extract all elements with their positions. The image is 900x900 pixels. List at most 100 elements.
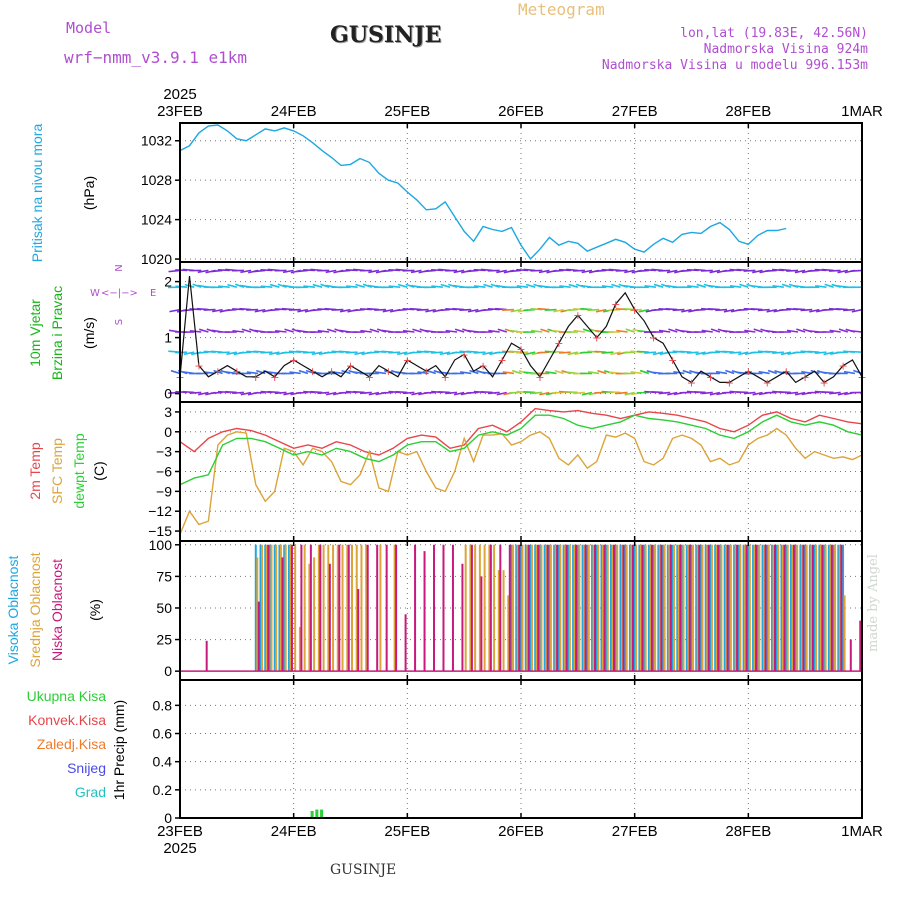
wind-arrow xyxy=(246,371,259,375)
wind-arrow xyxy=(610,351,621,356)
wind-arrow xyxy=(758,370,770,375)
wind-arrow xyxy=(652,351,664,356)
wind-arrow xyxy=(431,285,443,288)
elevation-text: Nadmorska Visina 924m xyxy=(703,42,868,57)
wind-arrow xyxy=(254,308,266,313)
wind-speed-marker: + xyxy=(460,348,469,361)
wind-arrow xyxy=(601,351,614,354)
meteogram-title: Meteogram xyxy=(518,0,605,19)
wind-arrow xyxy=(796,328,806,333)
wind-arrow xyxy=(240,391,252,396)
wind-arrow xyxy=(615,391,628,395)
temp-ylabel-2m: 2m Temp xyxy=(27,442,43,500)
precip-legend-4: Grad xyxy=(75,784,106,800)
model-elevation-text: Nadmorska Visina u modelu 996.153m xyxy=(601,58,868,73)
temperature-y-tick-label-1: −12 xyxy=(148,503,172,519)
wind-arrow xyxy=(473,285,486,288)
wind-arrow xyxy=(715,308,728,312)
compass-east: E xyxy=(150,288,156,299)
wind-speed-marker: + xyxy=(744,365,753,378)
series-layer: ++ + + + +++ + ++ +++ +++ +++++++ ++++ + ++++ + +++ xyxy=(168,124,867,818)
wind-arrow xyxy=(597,369,607,375)
wind-arrow xyxy=(722,350,735,353)
wind-arrow xyxy=(466,391,479,394)
wind-arrow xyxy=(488,329,500,333)
wind-arrow xyxy=(198,391,209,396)
wind-speed-marker: + xyxy=(308,365,317,378)
wind-arrow xyxy=(558,351,571,354)
compass-south: S xyxy=(114,319,125,325)
wind-arrow xyxy=(410,269,422,274)
wind-arrow xyxy=(235,283,245,288)
temperature-y-tick-label-0: −15 xyxy=(148,523,172,539)
wind-arrow xyxy=(217,351,230,354)
wind-arrow xyxy=(752,269,763,274)
x-top-label-6: 1MAR xyxy=(841,103,883,120)
cloud-ylabel-low: Niska Oblacnost xyxy=(49,559,65,661)
wind-arrow xyxy=(700,269,713,272)
temperature-line-dew xyxy=(179,414,863,486)
pressure-y-tick-label-3: 1032 xyxy=(141,133,172,149)
wind-arrow xyxy=(240,269,252,274)
wind-arrow xyxy=(345,285,358,288)
wind-arrow xyxy=(198,328,209,333)
wind-arrow xyxy=(232,391,244,395)
wind-arrow xyxy=(487,391,500,395)
wind-arrow xyxy=(559,285,571,288)
wind-arrow xyxy=(709,269,721,274)
wind-arrow xyxy=(624,269,635,274)
wind-arrow xyxy=(438,390,451,394)
wind-y-tick-label-0: 0 xyxy=(164,386,172,402)
cloud-y-tick-label-3: 75 xyxy=(156,568,172,584)
x-top-label-3: 26FEB xyxy=(498,103,544,120)
wind-arrow xyxy=(653,283,664,288)
wind-arrow xyxy=(341,369,351,375)
wind-arrow xyxy=(681,308,692,313)
wind-arrow xyxy=(821,308,834,312)
wind-arrow xyxy=(311,351,323,356)
wind-speed-marker: + xyxy=(554,337,563,350)
wind-arrow xyxy=(298,369,309,375)
wind-arrow xyxy=(282,269,294,274)
wind-arrow xyxy=(672,308,685,312)
wind-arrow xyxy=(752,391,763,396)
wind-arrow xyxy=(192,283,202,288)
model-name: wrf−nmm_v3.9.1 e1km xyxy=(64,48,248,67)
wind-arrow xyxy=(381,391,394,394)
wind-arrow xyxy=(213,369,223,375)
precip-legend-0: Ukupna Kisa xyxy=(27,688,107,704)
wind-arrow xyxy=(580,351,593,354)
pressure-y-tick-label-1: 1024 xyxy=(141,212,172,228)
wind-arrow xyxy=(227,283,238,288)
wind-arrow xyxy=(616,329,628,333)
wind-arrow xyxy=(693,391,706,394)
wind-arrow xyxy=(325,269,337,274)
model-label: Model xyxy=(66,19,112,37)
wind-arrow xyxy=(417,371,429,375)
cloud-y-tick-label-1: 25 xyxy=(156,632,172,648)
wind-arrow xyxy=(545,371,557,375)
wind-arrow xyxy=(368,391,380,396)
wind-arrow xyxy=(303,285,316,288)
wind-arrow xyxy=(445,391,458,395)
wind-arrow xyxy=(709,391,721,396)
wind-arrow xyxy=(837,391,848,396)
wind-arrow xyxy=(345,351,358,354)
wind-arrow xyxy=(838,328,849,333)
wind-arrow xyxy=(707,351,720,354)
wind-speed-marker: + xyxy=(194,360,203,373)
wind-speed-marker: + xyxy=(725,376,734,389)
wind-arrow xyxy=(639,369,650,375)
lonlat-text: lon,lat (19.83E, 42.56N) xyxy=(680,26,868,41)
wind-arrow xyxy=(638,308,650,313)
wind-arrow xyxy=(544,308,557,312)
wind-arrow xyxy=(320,283,330,288)
cloud-ylabel-high: Visoka Oblacnost xyxy=(5,556,21,665)
wind-arrow xyxy=(764,350,777,353)
wind-arrow xyxy=(439,351,451,356)
wind-arrow xyxy=(297,308,309,313)
pressure-y-tick-label-2: 1028 xyxy=(141,172,172,188)
wind-arrow xyxy=(595,308,607,313)
wind-arrow xyxy=(772,284,784,288)
wind-arrow xyxy=(629,308,642,312)
